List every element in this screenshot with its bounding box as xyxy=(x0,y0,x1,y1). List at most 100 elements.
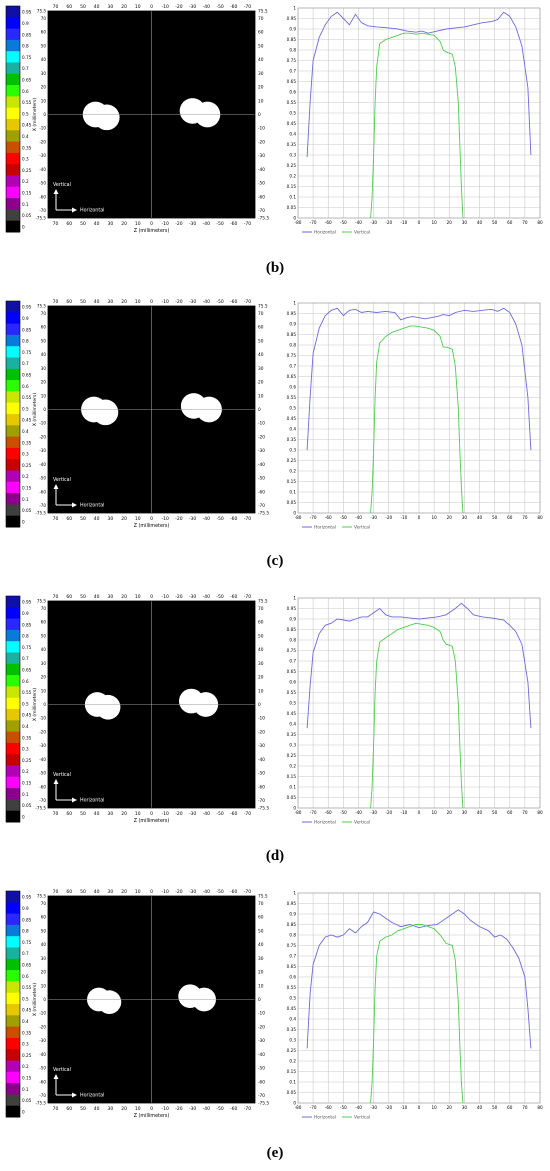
colorbar-frame xyxy=(5,595,21,823)
profile-line-horizontal xyxy=(306,602,532,729)
profile-y-tick-label: 1 xyxy=(293,6,296,11)
colorbar-label: 0.65 xyxy=(22,962,32,967)
map-left-tick-label: -30 xyxy=(39,743,46,748)
map-bottom-tick-label: 70 xyxy=(53,516,59,522)
profile-y-tick-label: 0.1 xyxy=(289,195,296,200)
colorbar-label: 0.5 xyxy=(22,701,29,706)
map-right-tick-label: 60 xyxy=(258,325,264,331)
caption-c: (c) xyxy=(266,553,284,569)
map-right-tick-label: 0 xyxy=(258,112,261,118)
colorbar-swatch xyxy=(6,1026,20,1039)
profile-x-tick-label: -30 xyxy=(370,515,377,520)
colorbar-label: 0 xyxy=(22,814,25,819)
profile-y-tick-label: 0.35 xyxy=(287,437,297,442)
map-x-label: Z (millimeters) xyxy=(134,818,170,824)
profile-x-tick-label: -60 xyxy=(325,1105,332,1110)
profile-x-tick-label: -60 xyxy=(325,810,332,815)
map-bottom-tick-label: -40 xyxy=(203,221,210,227)
map-right-tick-label: 70 xyxy=(258,606,264,612)
profile-y-tick-label: 0.25 xyxy=(287,753,297,758)
colorbar-label: 0.6 xyxy=(22,974,29,979)
map-left-tick-label: 20 xyxy=(41,380,47,385)
colorbar-label: 0.85 xyxy=(22,32,32,37)
map-top-tick-label: 60 xyxy=(66,4,72,10)
map-left-tick-label: 70 xyxy=(41,16,47,21)
colorbar-swatch xyxy=(6,515,20,528)
map-top-tick-label: 50 xyxy=(80,889,86,895)
arrow-vertical-label: Vertical xyxy=(53,772,71,778)
colorbar-label: 0.9 xyxy=(22,316,29,321)
map-top-tick-label: -30 xyxy=(189,889,196,895)
map-right-tick-label: 60 xyxy=(258,915,264,921)
profile-y-tick-label: 0.5 xyxy=(289,406,296,411)
profile-y-tick-label: 0.5 xyxy=(289,111,296,116)
map-top-tick-label: 30 xyxy=(108,299,114,305)
profile-y-tick-label: 0.6 xyxy=(289,385,296,390)
map-bottom-tick-label: -40 xyxy=(203,811,210,817)
map-right-tick-label: -30 xyxy=(258,743,265,749)
map-top-tick-label: 50 xyxy=(80,4,86,10)
profile-y-tick-label: 0.65 xyxy=(287,374,297,379)
colorbar-swatch xyxy=(6,504,20,517)
profile-x-tick-label: -30 xyxy=(370,220,377,225)
map-right-tick-label: 70 xyxy=(258,901,264,907)
map-left-tick-label: -75.5 xyxy=(35,1101,46,1106)
colorbar-swatch xyxy=(6,481,20,494)
colorbar-swatch xyxy=(6,470,20,483)
map-top-tick-label: 60 xyxy=(66,299,72,305)
profile-x-tick-label: -80 xyxy=(295,1105,302,1110)
map-left-tick-label: -60 xyxy=(39,784,46,789)
colorbar-swatch xyxy=(6,1071,20,1084)
colorbar-label: 0.3 xyxy=(22,747,29,752)
profile-chart-e: -80 -70 -60 -50 -40 -30 -20 -10 0 10 20 30 40 50 60 70 8… xyxy=(287,891,543,1121)
map-bottom-tick-label: -40 xyxy=(203,516,210,522)
profile-x-tick-label: 40 xyxy=(477,1105,483,1110)
colorbar-label: 0.45 xyxy=(22,418,32,423)
map-right-tick-label: -10 xyxy=(258,716,265,722)
map-top-tick-label: 50 xyxy=(80,299,86,305)
profile-x-tick-label: 0 xyxy=(418,810,421,815)
map-top-tick-label: -60 xyxy=(230,4,237,10)
colorbar-swatch xyxy=(6,607,20,620)
profile-y-tick-label: 0.05 xyxy=(287,205,297,210)
colorbar-label: 0.3 xyxy=(22,1042,29,1047)
profile-y-tick-label: 1 xyxy=(293,596,296,601)
map-bottom-tick-label: 0 xyxy=(150,221,153,227)
colorbar-frame xyxy=(5,300,21,528)
colorbar-label: 0.1 xyxy=(22,497,29,502)
map-right-tick-label: 50 xyxy=(258,633,264,639)
colorbar-swatch xyxy=(6,425,20,438)
profile-x-tick-label: 10 xyxy=(431,220,437,225)
colorbar-frame xyxy=(5,5,21,233)
profile-y-tick-label: 0.4 xyxy=(289,722,296,727)
colorbar-swatch xyxy=(6,6,20,18)
map-bottom-tick-label: 70 xyxy=(53,1106,59,1112)
hot-spot xyxy=(178,688,204,714)
map-bottom-tick-label: -20 xyxy=(175,811,182,817)
profile-x-tick-label: -30 xyxy=(370,1105,377,1110)
profile-x-tick-label: 50 xyxy=(492,810,498,815)
map-bottom-tick-label: 50 xyxy=(80,221,86,227)
profile-x-tick-label: 60 xyxy=(507,1105,513,1110)
map-top-tick-label: 50 xyxy=(80,594,86,600)
profile-y-tick-label: 0 xyxy=(293,806,296,811)
map-bottom-tick-label: -70 xyxy=(244,516,251,522)
map-x-label: Z (millimeters) xyxy=(134,228,170,234)
colorbar-swatch xyxy=(6,39,20,52)
legend-label-horizontal: Horizontal xyxy=(314,820,336,826)
map-bottom-tick-label: 60 xyxy=(66,1106,72,1112)
profile-y-tick-label: 0.7 xyxy=(289,954,296,959)
colorbar-swatch xyxy=(6,924,20,937)
colorbar-swatch xyxy=(6,175,20,188)
map-right-tick-label: -30 xyxy=(258,153,265,159)
profile-x-tick-label: 20 xyxy=(447,810,453,815)
profile-y-tick-label: 0 xyxy=(293,511,296,516)
map-y-label: X (millimeters) xyxy=(32,98,38,132)
colorbar-swatch xyxy=(6,17,20,30)
arrow-horizontal-label: Horizontal xyxy=(80,1093,105,1099)
map-left-tick-label: -10 xyxy=(39,126,46,131)
colorbar-swatch xyxy=(6,981,20,994)
colorbar-swatch xyxy=(6,947,20,960)
colorbar-swatch xyxy=(6,51,20,63)
map-right-tick-label: -60 xyxy=(258,784,265,790)
